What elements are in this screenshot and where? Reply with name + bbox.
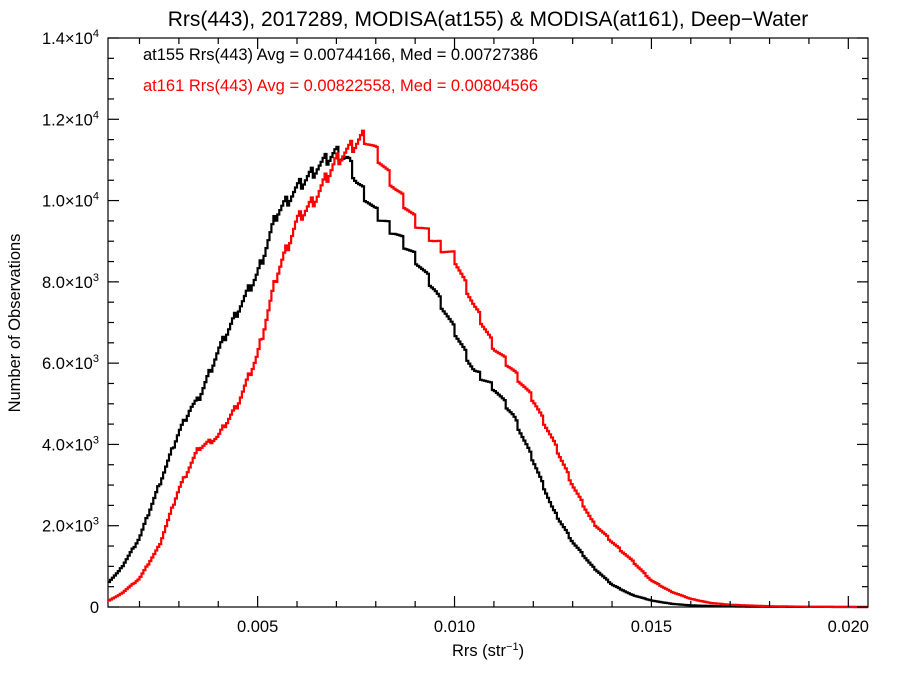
- x-tick-label: 0.015: [631, 618, 672, 636]
- legend-annotation-at161: at161 Rrs(443) Avg = 0.00822558, Med = 0…: [143, 77, 538, 95]
- y-tick-label: 8.0×103: [42, 272, 99, 292]
- y-axis-label: Number of Observations: [6, 234, 24, 413]
- y-tick-label: 1.2×104: [42, 109, 99, 129]
- y-tick-label: 1.0×104: [42, 191, 99, 211]
- x-axis-label: Rrs (str−1): [452, 641, 524, 660]
- x-axis-label-suffix: ): [519, 642, 525, 660]
- x-axis: 0.005 0.010 0.015 0.020: [138, 38, 869, 636]
- legend-annotation-at155: at155 Rrs(443) Avg = 0.00744166, Med = 0…: [143, 46, 538, 64]
- series-layer: [108, 129, 868, 609]
- x-tick-label: 0.005: [237, 618, 278, 636]
- chart-title: Rrs(443), 2017289, MODISA(at155) & MODIS…: [168, 8, 809, 31]
- plot-frame: [107, 37, 869, 608]
- y-tick-label: 6.0×103: [42, 353, 99, 373]
- y-tick-label: 4.0×103: [42, 434, 99, 454]
- series-line-at161: [108, 129, 868, 609]
- y-tick-label: 0: [90, 599, 99, 617]
- x-axis-label-exponent: −1: [506, 641, 519, 653]
- x-tick-label: 0.020: [828, 618, 869, 636]
- y-tick-label: 2.0×103: [42, 516, 99, 536]
- x-tick-label: 0.010: [434, 618, 475, 636]
- x-axis-label-text: Rrs (str: [452, 642, 507, 660]
- series-line-at155: [108, 145, 868, 609]
- y-axis: 0 2.0×103 4.0×103 6.0×103 8.0×103 1.0×104 1.2×…: [42, 28, 868, 617]
- y-tick-label: 1.4×104: [42, 28, 99, 48]
